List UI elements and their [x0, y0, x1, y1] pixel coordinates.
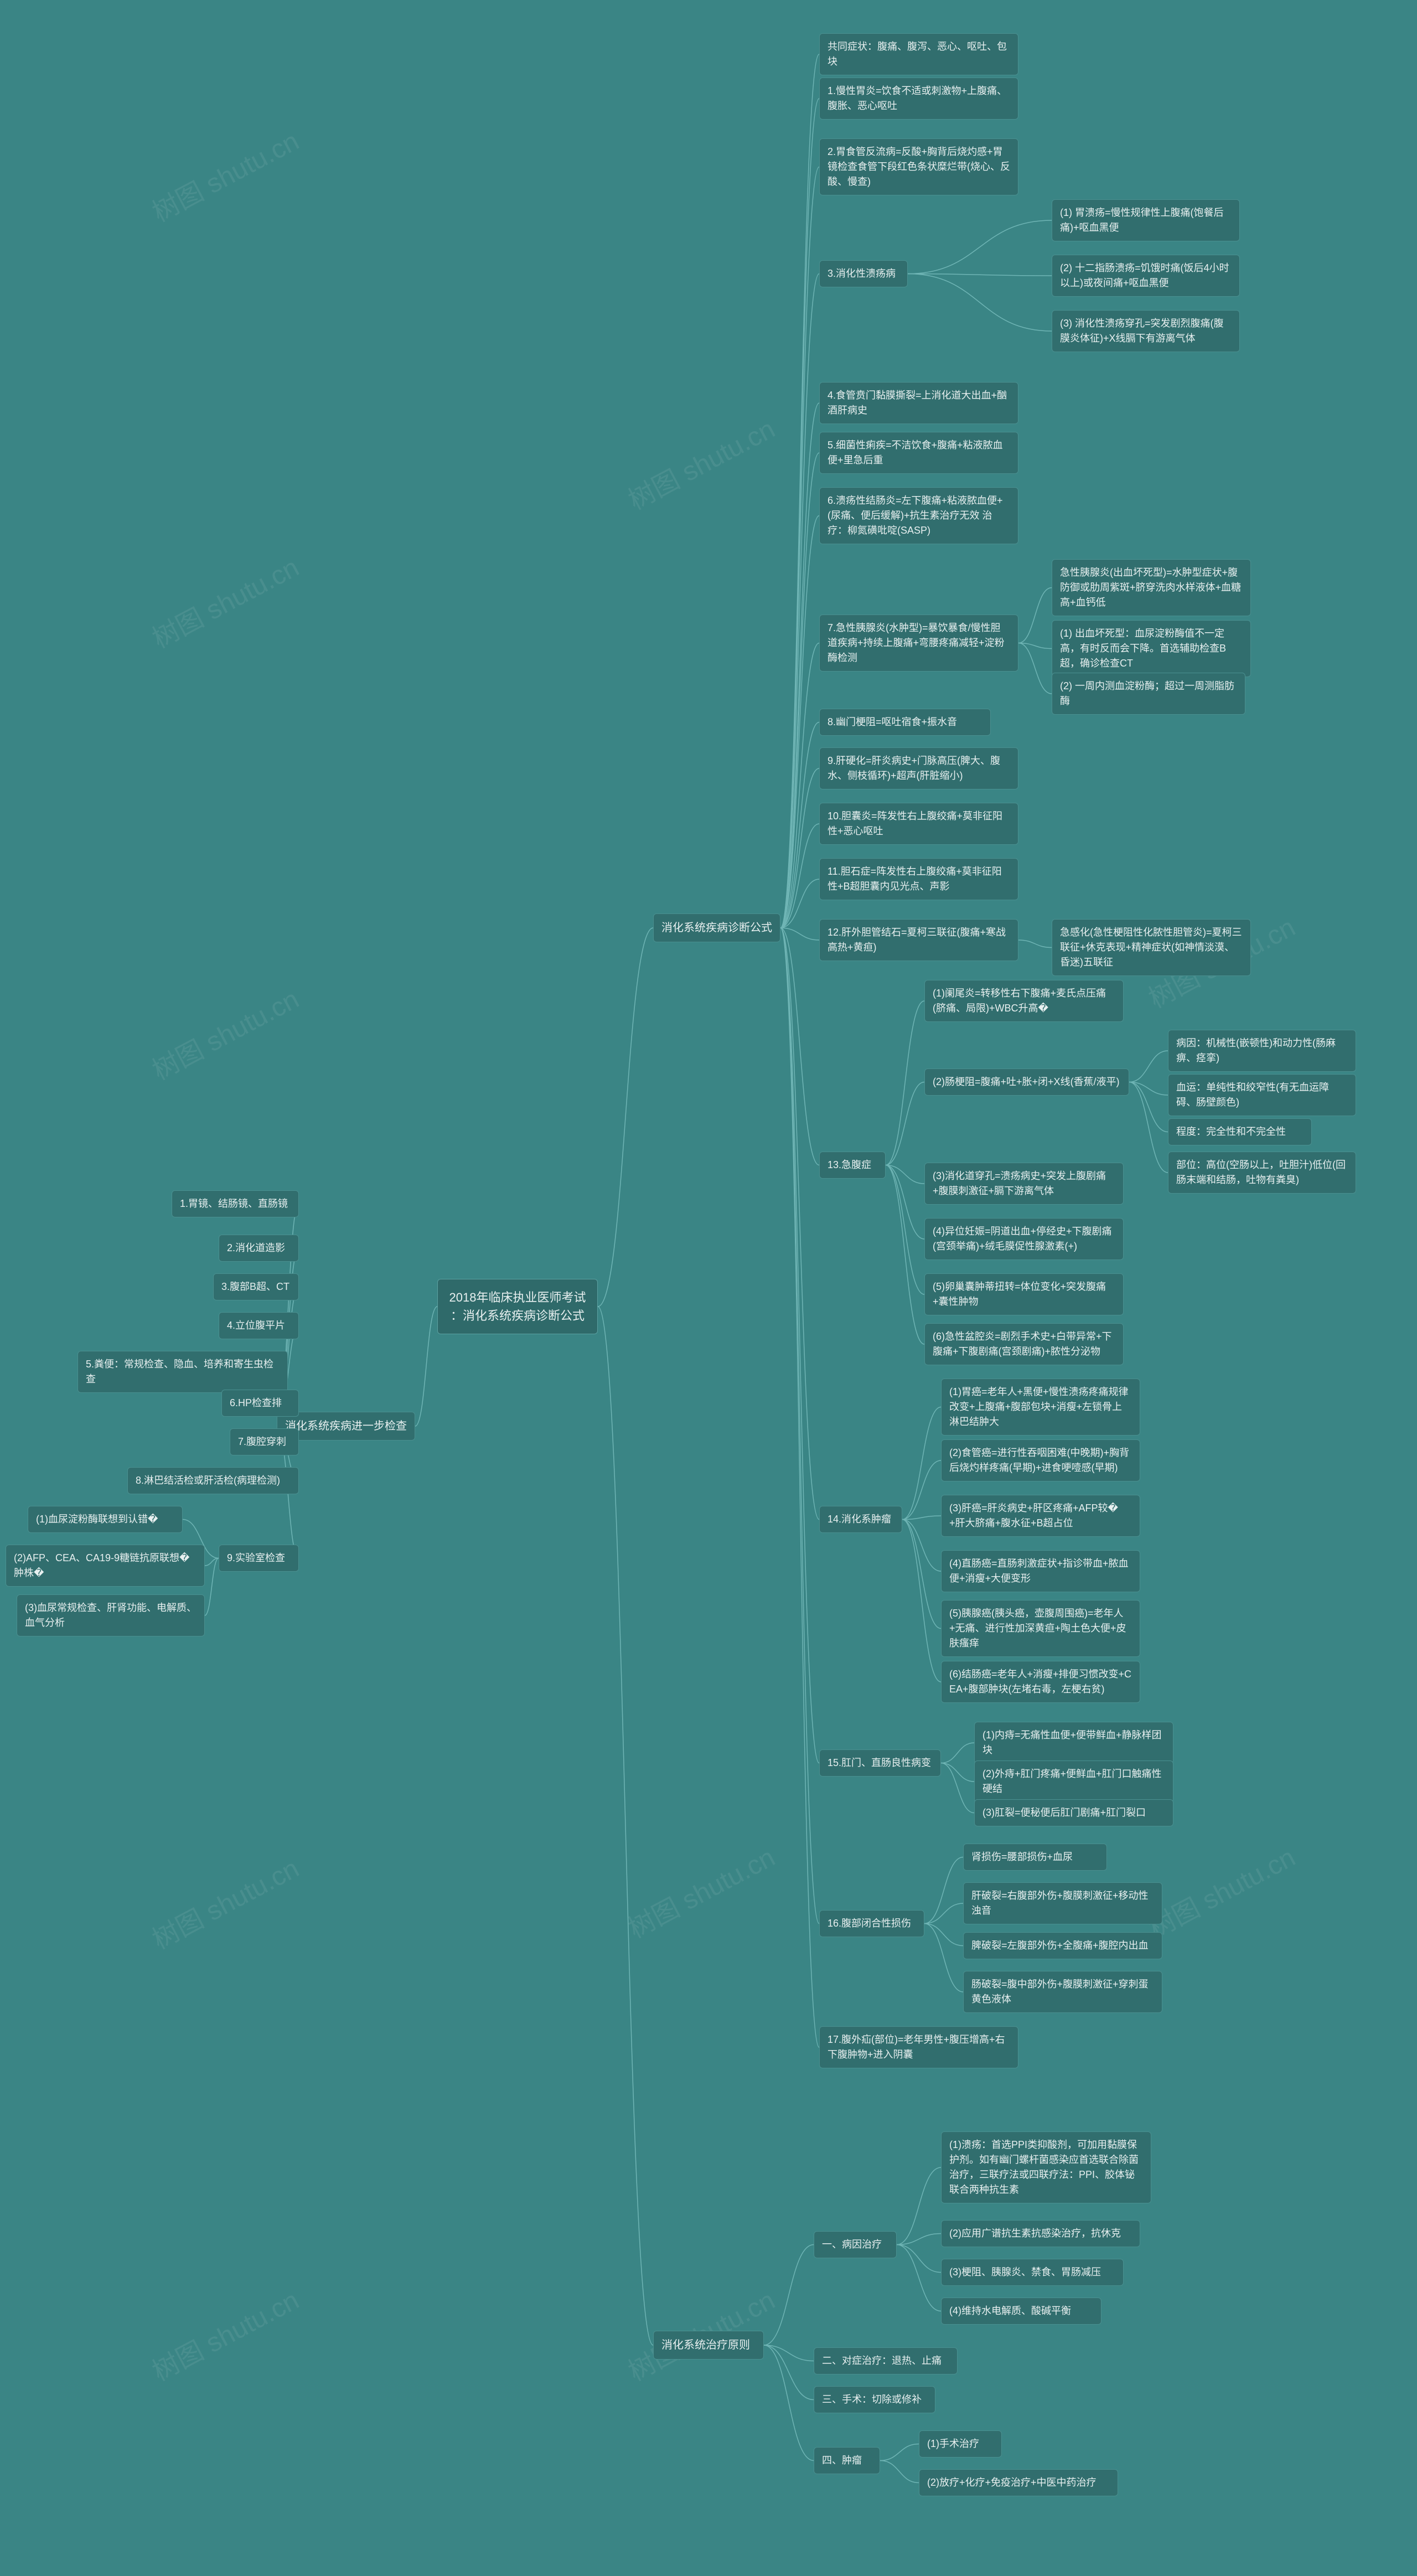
mindmap-node[interactable]: (3)肝癌=肝炎病史+肝区疼痛+AFP较�+肝大脐痛+腹水征+B超占位	[941, 1495, 1140, 1537]
mindmap-node[interactable]: (1)血尿淀粉酶联想到认错�	[28, 1506, 183, 1533]
mindmap-node[interactable]: 肾损伤=腰部损伤+血尿	[963, 1844, 1107, 1871]
mindmap-node[interactable]: 急性胰腺炎(出血坏死型)=水肿型症状+腹防御或肋周紫斑+脐穿洗肉水样液体+血糖高…	[1052, 559, 1251, 616]
watermark: 树图 shutu.cn	[144, 978, 305, 1087]
mindmap-node[interactable]: (1)内痔=无痛性血便+便带鲜血+静脉样团块	[974, 1722, 1173, 1764]
mindmap-node[interactable]: 消化系统治疗原则	[653, 2331, 764, 2360]
mindmap-node[interactable]: 8.淋巴结活检或肝活检(病理检测)	[127, 1467, 299, 1494]
mindmap-node[interactable]: 5.细菌性痢疾=不洁饮食+腹痛+粘液脓血便+里急后重	[819, 432, 1018, 474]
mindmap-node[interactable]: (2)肠梗阻=腹痛+吐+胀+闭+X线(香蕉/液平)	[924, 1068, 1129, 1096]
mindmap-node[interactable]: 1.胃镜、结肠镜、直肠镜	[172, 1190, 299, 1217]
mindmap-node[interactable]: (1) 出血坏死型：血尿淀粉酶值不一定高，有时反而会下降。首选辅助检查B超，确诊…	[1052, 620, 1251, 677]
mindmap-node[interactable]: 三、手术：切除或修补	[814, 2386, 935, 2413]
mindmap-node[interactable]: 消化系统疾病诊断公式	[653, 913, 780, 942]
mindmap-node[interactable]: 部位：高位(空肠以上，吐胆汁)低位(回肠末端和结肠，吐物有粪臭)	[1168, 1152, 1356, 1194]
mindmap-node[interactable]: (2) 十二指肠溃疡=饥饿时痛(饭后4小时以上)或夜间痛+呕血黑便	[1052, 255, 1240, 297]
mindmap-node[interactable]: 17.腹外疝(部位)=老年男性+腹压增高+右下腹肿物+进入阴囊	[819, 2026, 1018, 2068]
mindmap-node[interactable]: 4.食管贲门黏膜撕裂=上消化道大出血+酗酒肝病史	[819, 382, 1018, 424]
mindmap-node[interactable]: 4.立位腹平片	[219, 1312, 299, 1339]
mindmap-node[interactable]: (3)消化道穿孔=溃疡病史+突发上腹剧痛+腹膜刺激征+膈下游离气体	[924, 1163, 1124, 1205]
mindmap-node[interactable]: 13.急腹症	[819, 1152, 886, 1179]
mindmap-node[interactable]: (1)手术治疗	[919, 2430, 1002, 2458]
mindmap-node[interactable]: (4)异位妊娠=阴道出血+停经史+下腹剧痛(宫颈举痛)+绒毛膜促性腺激素(+)	[924, 1218, 1124, 1260]
watermark: 树图 shutu.cn	[144, 2279, 305, 2388]
mindmap-node[interactable]: (3)梗阻、胰腺炎、禁食、胃肠减压	[941, 2259, 1124, 2286]
mindmap-node[interactable]: 2018年临床执业医师考试 ：消化系统疾病诊断公式	[437, 1279, 598, 1334]
watermark: 树图 shutu.cn	[144, 1847, 305, 1956]
mindmap-node[interactable]: (2)放疗+化疗+免疫治疗+中医中药治疗	[919, 2469, 1118, 2496]
mindmap-node[interactable]: (3) 消化性溃疡穿孔=突发剧烈腹痛(腹膜炎体征)+X线膈下有游离气体	[1052, 310, 1240, 352]
mindmap-node[interactable]: 6.HP检查排	[221, 1390, 299, 1417]
mindmap-node[interactable]: (4)直肠癌=直肠刺激症状+指诊带血+脓血便+消瘦+大便变形	[941, 1550, 1140, 1592]
mindmap-node[interactable]: 8.幽门梗阻=呕吐宿食+振水音	[819, 709, 991, 736]
mindmap-node[interactable]: 四、肿瘤	[814, 2447, 880, 2474]
mindmap-node[interactable]: 2.消化道造影	[219, 1235, 299, 1262]
mindmap-node[interactable]: (2)外痔+肛门疼痛+便鲜血+肛门口触痛性硬结	[974, 1761, 1173, 1803]
mindmap-node[interactable]: (2)食管癌=进行性吞咽困难(中晚期)+胸背后烧灼样疼痛(早期)+进食哽噎感(早…	[941, 1439, 1140, 1481]
watermark: 树图 shutu.cn	[620, 1836, 781, 1945]
mindmap-node[interactable]: (6)急性盆腔炎=剧烈手术史+白带异常+下腹痛+下腹剧痛(宫颈剧痛)+脓性分泌物	[924, 1323, 1124, 1365]
mindmap-node[interactable]: 病因：机械性(嵌顿性)和动力性(肠麻痹、痉挛)	[1168, 1030, 1356, 1072]
mindmap-node[interactable]: (1)阑尾炎=转移性右下腹痛+麦氏点压痛(脐痛、局限)+WBC升高�	[924, 980, 1124, 1022]
mindmap-node[interactable]: 11.胆石症=阵发性右上腹绞痛+莫非征阳性+B超胆囊内见光点、声影	[819, 858, 1018, 900]
mindmap-node[interactable]: 9.肝硬化=肝炎病史+门脉高压(脾大、腹水、侧枝循环)+超声(肝脏缩小)	[819, 747, 1018, 789]
mindmap-node[interactable]: (3)血尿常规检查、肝肾功能、电解质、血气分析	[17, 1594, 205, 1637]
mindmap-node[interactable]: 12.肝外胆管结石=夏柯三联征(腹痛+寒战高热+黄疸)	[819, 919, 1018, 961]
mindmap-node[interactable]: (6)结肠癌=老年人+消瘦+排便习惯改变+CEA+腹部肿块(左堵右毒，左梗右贫)	[941, 1661, 1140, 1703]
mindmap-canvas: 树图 shutu.cn 树图 shutu.cn 树图 shutu.cn 树图 shut…	[0, 0, 1417, 2576]
mindmap-node[interactable]: (4)维持水电解质、酸碱平衡	[941, 2298, 1101, 2325]
mindmap-node[interactable]: 7.急性胰腺炎(水肿型)=暴饮暴食/慢性胆道疾病+持续上腹痛+弯腰疼痛减轻+淀粉…	[819, 615, 1018, 672]
mindmap-node[interactable]: 脾破裂=左腹部外伤+全腹痛+腹腔内出血	[963, 1932, 1162, 1959]
mindmap-node[interactable]: 肠破裂=腹中部外伤+腹膜刺激征+穿刺蛋黄色液体	[963, 1971, 1162, 2013]
mindmap-node[interactable]: 3.腹部B超、CT	[213, 1273, 299, 1300]
mindmap-node[interactable]: 急感化(急性梗阻性化脓性胆管炎)=夏柯三联征+休克表现+精神症状(如神情淡漠、昏…	[1052, 919, 1251, 976]
mindmap-node[interactable]: 7.腹腔穿刺	[230, 1428, 299, 1455]
mindmap-node[interactable]: 10.胆囊炎=阵发性右上腹绞痛+莫非征阳性+恶心呕吐	[819, 803, 1018, 845]
mindmap-node[interactable]: 1.慢性胃炎=饮食不适或刺激物+上腹痛、腹胀、恶心呕吐	[819, 78, 1018, 120]
mindmap-node[interactable]: 肝破裂=右腹部外伤+腹膜刺激征+移动性浊音	[963, 1882, 1162, 1924]
mindmap-node[interactable]: (1)胃癌=老年人+黑便+慢性溃疡疼痛规律改变+上腹痛+腹部包块+消瘦+左锁骨上…	[941, 1379, 1140, 1436]
mindmap-node[interactable]: 血运：单纯性和绞窄性(有无血运障碍、肠壁颜色)	[1168, 1074, 1356, 1116]
mindmap-node[interactable]: 共同症状：腹痛、腹泻、恶心、呕吐、包块	[819, 33, 1018, 75]
mindmap-node[interactable]: (2) 一周内测血淀粉酶；超过一周测脂肪酶	[1052, 673, 1245, 715]
connector-layer	[0, 0, 1417, 2576]
mindmap-node[interactable]: 二、对症治疗：退热、止痛	[814, 2347, 958, 2374]
mindmap-node[interactable]: 程度：完全性和不完全性	[1168, 1118, 1312, 1145]
mindmap-node[interactable]: 6.溃疡性结肠炎=左下腹痛+粘液脓血便+(尿痛、便后缓解)+抗生素治疗无效 治疗…	[819, 487, 1018, 544]
watermark: 树图 shutu.cn	[1141, 1836, 1301, 1945]
mindmap-node[interactable]: (1)溃疡：首选PPI类抑酸剂，可加用黏膜保护剂。如有幽门螺杆菌感染应首选联合除…	[941, 2131, 1151, 2203]
mindmap-node[interactable]: (2)AFP、CEA、CA19-9糖链抗原联想�肿株�	[6, 1545, 205, 1587]
mindmap-node[interactable]: (5)卵巢囊肿蒂扭转=体位变化+突发腹痛+囊性肿物	[924, 1273, 1124, 1315]
mindmap-node[interactable]: 一、病因治疗	[814, 2231, 897, 2258]
mindmap-node[interactable]: (2)应用广谱抗生素抗感染治疗，抗休克	[941, 2220, 1140, 2247]
mindmap-node[interactable]: 2.胃食管反流病=反酸+胸背后烧灼感+胃镜检查食管下段红色条状糜烂带(烧心、反酸…	[819, 138, 1018, 195]
mindmap-node[interactable]: 5.粪便：常规检查、隐血、培养和寄生虫检查	[77, 1351, 288, 1393]
mindmap-node[interactable]: 9.实验室检查	[219, 1545, 299, 1572]
watermark: 树图 shutu.cn	[144, 120, 305, 229]
mindmap-node[interactable]: 3.消化性溃疡病	[819, 260, 908, 287]
mindmap-node[interactable]: (1) 胃溃疡=慢性规律性上腹痛(饱餐后痛)+呕血黑便	[1052, 199, 1240, 241]
mindmap-node[interactable]: 16.腹部闭合性损伤	[819, 1910, 924, 1937]
mindmap-node[interactable]: 14.消化系肿瘤	[819, 1506, 902, 1533]
watermark: 树图 shutu.cn	[144, 546, 305, 655]
watermark: 树图 shutu.cn	[620, 407, 781, 517]
mindmap-node[interactable]: (3)肛裂=便秘便后肛门剧痛+肛门裂口	[974, 1799, 1173, 1826]
mindmap-node[interactable]: (5)胰腺癌(胰头癌，壶腹周围癌)=老年人+无痛、进行性加深黄疸+陶土色大便+皮…	[941, 1600, 1140, 1657]
mindmap-node[interactable]: 15.肛门、直肠良性病变	[819, 1749, 941, 1777]
